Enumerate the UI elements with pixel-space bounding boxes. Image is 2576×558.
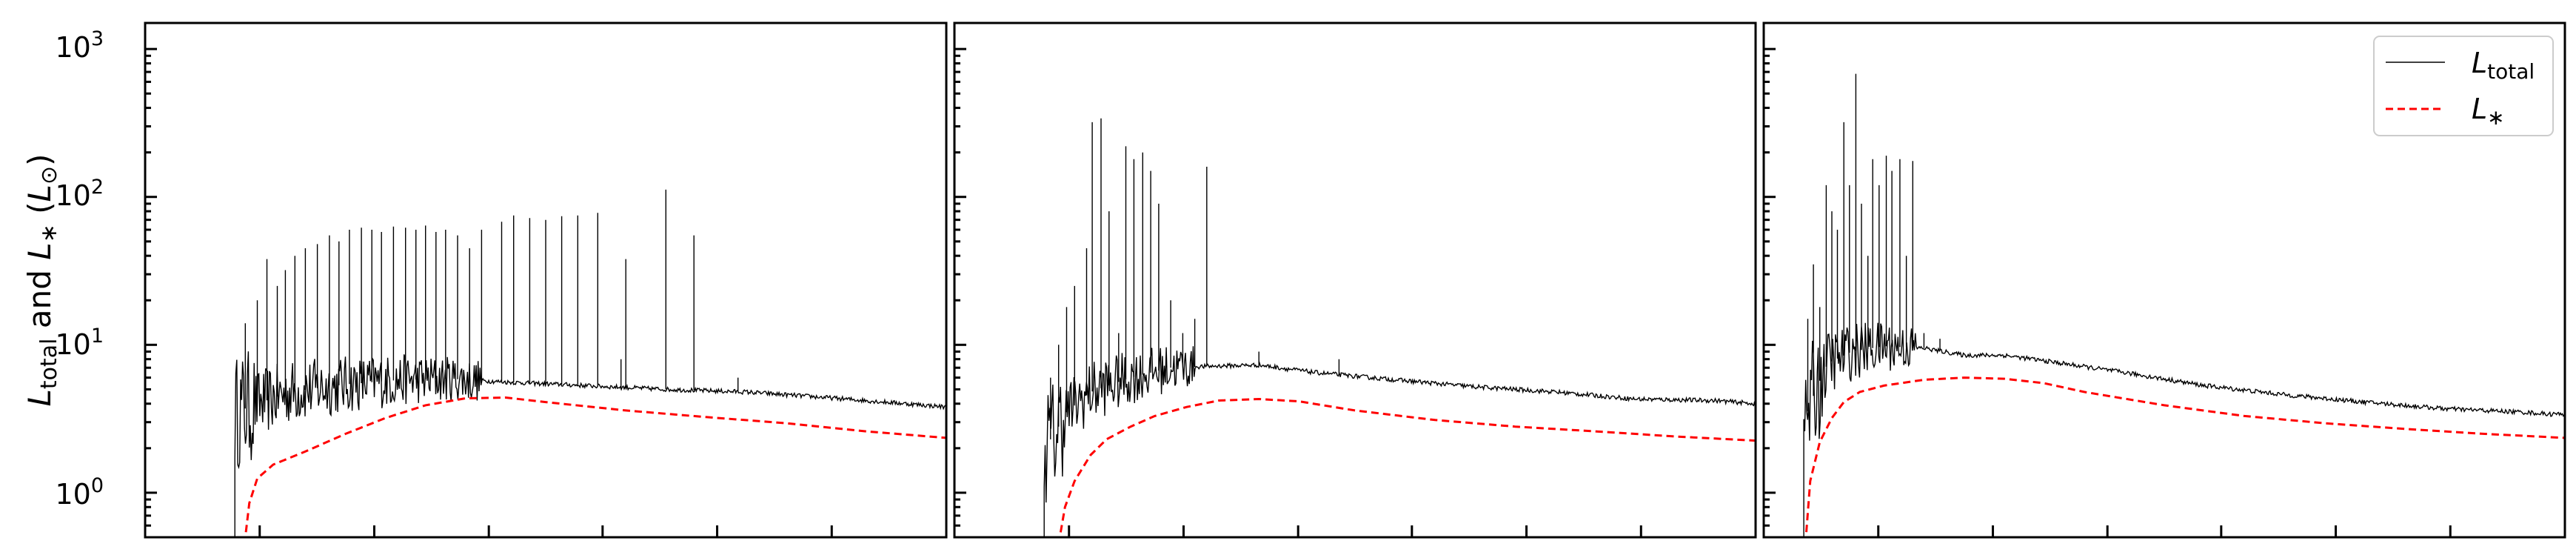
y-axis-label-unit-sub: ⊙ <box>36 166 62 185</box>
y-tick-label: 103 <box>55 27 104 64</box>
series-l-total <box>1803 73 2565 537</box>
series-l-star <box>244 396 946 537</box>
panel-middle-ticks <box>954 47 1642 539</box>
series-l-star <box>1058 397 1756 537</box>
y-axis-label-l: L <box>21 389 58 406</box>
panel-left-ticks <box>145 47 833 539</box>
y-tick-label: 100 <box>55 474 104 511</box>
y-axis-label-unit-l: L <box>21 185 58 202</box>
legend: Ltotal L∗ <box>2373 36 2554 136</box>
series-l-star <box>1804 376 2565 537</box>
y-axis-label-l2: L <box>21 242 58 259</box>
legend-frame <box>2373 36 2554 136</box>
legend-label-total: Ltotal <box>2472 47 2535 84</box>
series-l-total <box>234 189 946 537</box>
y-tick-label: 102 <box>55 176 104 212</box>
y-axis-label-unit-close: ) <box>21 154 58 166</box>
y-tick-label: 101 <box>55 325 104 361</box>
y-axis-label-and: and <box>21 260 58 339</box>
panel-right: Ltotal L∗ <box>1762 21 2566 539</box>
y-axis-label: Ltotal and L∗ (L⊙) <box>21 154 62 407</box>
series-l-total <box>1043 118 1756 537</box>
panel-middle <box>953 21 1757 539</box>
legend-label-star: L∗ <box>2472 93 2505 130</box>
panel-left-frame <box>144 21 948 539</box>
y-axis-label-sub-star: ∗ <box>36 224 62 242</box>
y-tick-labels: 100 101 102 103 <box>55 27 104 511</box>
panel-right-frame <box>1762 21 2566 539</box>
panel-right-ticks <box>1764 47 2452 539</box>
panel-left <box>144 21 948 539</box>
y-axis-label-unit-open: ( <box>21 202 58 224</box>
y-axis-label-sub-total: total <box>36 338 62 389</box>
panel-middle-frame <box>953 21 1757 539</box>
